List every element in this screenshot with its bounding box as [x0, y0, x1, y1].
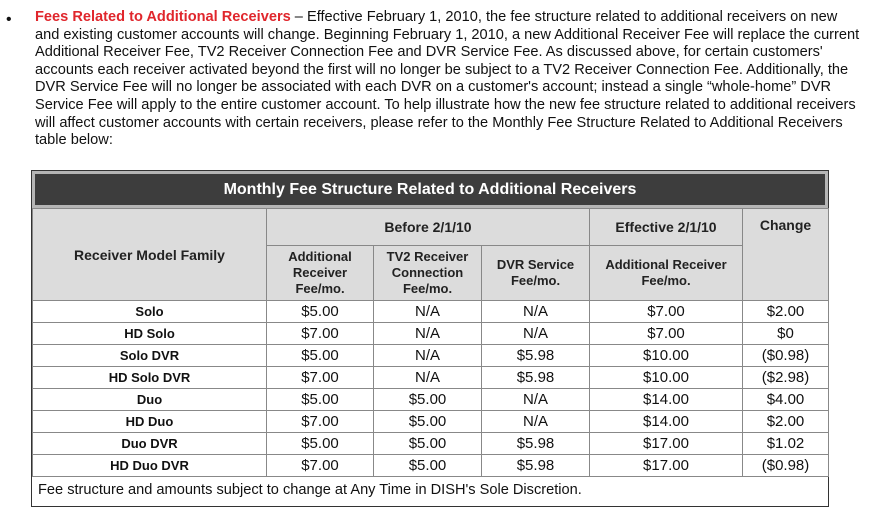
cell-model-family: HD Duo: [32, 410, 267, 433]
cell-new-additional-receiver-fee: $17.00: [589, 454, 743, 477]
header-model-family: Receiver Model Family: [32, 208, 267, 301]
cell-new-additional-receiver-fee: $10.00: [589, 344, 743, 367]
cell-dvr-service-fee: N/A: [481, 388, 590, 411]
cell-change: ($0.98): [742, 454, 829, 477]
table-row: HD Solo $7.00 N/A N/A $7.00 $0: [32, 322, 829, 345]
cell-tv2-connection-fee: $5.00: [373, 388, 482, 411]
table-row: HD Solo DVR $7.00 N/A $5.98 $10.00 ($2.98): [32, 366, 829, 389]
cell-tv2-connection-fee: $5.00: [373, 454, 482, 477]
intro-paragraph: Fees Related to Additional Receivers – E…: [35, 9, 863, 150]
cell-change: $1.02: [742, 432, 829, 455]
cell-tv2-connection-fee: $5.00: [373, 410, 482, 433]
cell-model-family: HD Solo DVR: [32, 366, 267, 389]
cell-dvr-service-fee: N/A: [481, 322, 590, 345]
cell-additional-receiver-fee: $7.00: [266, 454, 374, 477]
cell-additional-receiver-fee: $7.00: [266, 366, 374, 389]
cell-dvr-service-fee: N/A: [481, 300, 590, 323]
cell-model-family: Solo: [32, 300, 267, 323]
header-additional-receiver-fee: Additional Receiver Fee/mo.: [266, 245, 374, 301]
cell-new-additional-receiver-fee: $7.00: [589, 300, 743, 323]
table-footnote: Fee structure and amounts subject to cha…: [38, 482, 582, 498]
header-effective: Effective 2/1/10: [589, 208, 743, 246]
cell-tv2-connection-fee: N/A: [373, 344, 482, 367]
cell-new-additional-receiver-fee: $14.00: [589, 410, 743, 433]
cell-tv2-connection-fee: N/A: [373, 322, 482, 345]
cell-change: $4.00: [742, 388, 829, 411]
cell-tv2-connection-fee: $5.00: [373, 432, 482, 455]
table-row: Solo DVR $5.00 N/A $5.98 $10.00 ($0.98): [32, 344, 829, 367]
cell-additional-receiver-fee: $5.00: [266, 300, 374, 323]
fee-table-container: Monthly Fee Structure Related to Additio…: [31, 170, 829, 507]
cell-dvr-service-fee: N/A: [481, 410, 590, 433]
intro-highlight: Fees Related to Additional Receivers: [35, 9, 291, 25]
cell-additional-receiver-fee: $7.00: [266, 322, 374, 345]
header-change: Change: [742, 208, 829, 301]
header-tv2-connection-fee: TV2 Receiver Connection Fee/mo.: [373, 245, 482, 301]
cell-change: $0: [742, 322, 829, 345]
header-dvr-service-fee: DVR Service Fee/mo.: [481, 245, 590, 301]
cell-change: $2.00: [742, 300, 829, 323]
cell-model-family: Duo DVR: [32, 432, 267, 455]
cell-additional-receiver-fee: $5.00: [266, 344, 374, 367]
table-row: Solo $5.00 N/A N/A $7.00 $2.00: [32, 300, 829, 323]
table-title: Monthly Fee Structure Related to Additio…: [32, 171, 828, 208]
table-row: HD Duo $7.00 $5.00 N/A $14.00 $2.00: [32, 410, 829, 433]
cell-change: $2.00: [742, 410, 829, 433]
cell-change: ($2.98): [742, 366, 829, 389]
cell-new-additional-receiver-fee: $7.00: [589, 322, 743, 345]
cell-new-additional-receiver-fee: $17.00: [589, 432, 743, 455]
cell-tv2-connection-fee: N/A: [373, 366, 482, 389]
cell-dvr-service-fee: $5.98: [481, 454, 590, 477]
cell-dvr-service-fee: $5.98: [481, 366, 590, 389]
intro-text: – Effective February 1, 2010, the fee st…: [35, 9, 860, 149]
cell-dvr-service-fee: $5.98: [481, 432, 590, 455]
table-row: Duo $5.00 $5.00 N/A $14.00 $4.00: [32, 388, 829, 411]
cell-new-additional-receiver-fee: $10.00: [589, 366, 743, 389]
cell-model-family: HD Duo DVR: [32, 454, 267, 477]
cell-change: ($0.98): [742, 344, 829, 367]
cell-additional-receiver-fee: $5.00: [266, 388, 374, 411]
cell-additional-receiver-fee: $7.00: [266, 410, 374, 433]
cell-additional-receiver-fee: $5.00: [266, 432, 374, 455]
cell-model-family: HD Solo: [32, 322, 267, 345]
bullet-marker: •: [6, 11, 12, 28]
header-before: Before 2/1/10: [266, 208, 590, 246]
header-new-additional-receiver-fee: Additional Receiver Fee/mo.: [589, 245, 743, 301]
table-row: Duo DVR $5.00 $5.00 $5.98 $17.00 $1.02: [32, 432, 829, 455]
cell-model-family: Duo: [32, 388, 267, 411]
cell-dvr-service-fee: $5.98: [481, 344, 590, 367]
cell-tv2-connection-fee: N/A: [373, 300, 482, 323]
table-row: HD Duo DVR $7.00 $5.00 $5.98 $17.00 ($0.98): [32, 454, 829, 477]
cell-model-family: Solo DVR: [32, 344, 267, 367]
fee-table: Receiver Model Family Before 2/1/10 Effe…: [32, 208, 829, 477]
cell-new-additional-receiver-fee: $14.00: [589, 388, 743, 411]
